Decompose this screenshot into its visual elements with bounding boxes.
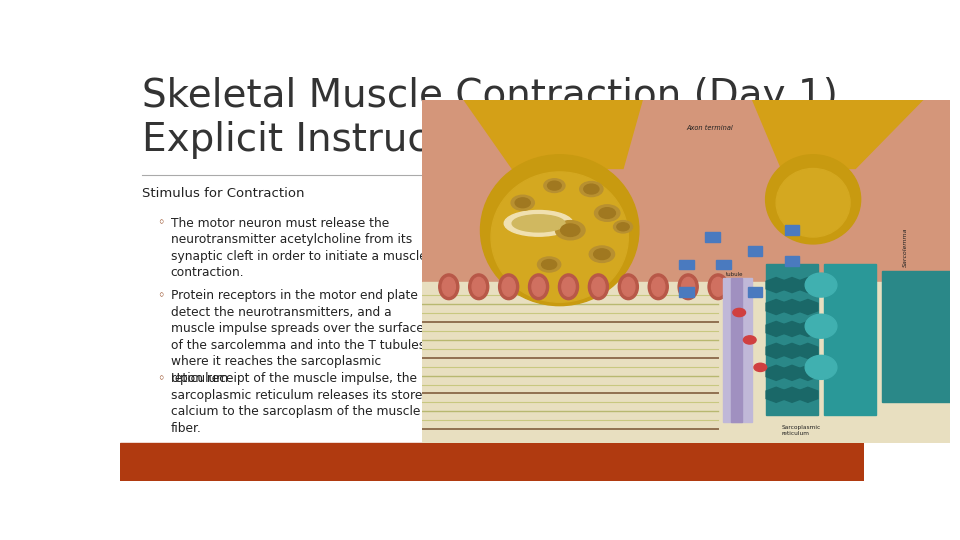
Bar <box>748 246 762 255</box>
Ellipse shape <box>652 278 665 296</box>
Circle shape <box>754 363 767 372</box>
Ellipse shape <box>805 273 837 297</box>
Circle shape <box>538 257 561 272</box>
Polygon shape <box>750 93 929 168</box>
Ellipse shape <box>443 278 455 296</box>
Text: Skeletal Muscle Contraction (Day 1)
Explicit Instruction: Skeletal Muscle Contraction (Day 1) Expl… <box>142 77 838 159</box>
Bar <box>716 260 731 269</box>
Bar <box>679 260 694 269</box>
Text: ◦: ◦ <box>157 373 164 386</box>
Ellipse shape <box>588 274 609 300</box>
Circle shape <box>599 208 615 218</box>
Circle shape <box>584 184 599 194</box>
Circle shape <box>594 205 620 221</box>
Ellipse shape <box>498 274 518 300</box>
Circle shape <box>743 336 756 344</box>
Ellipse shape <box>491 172 628 302</box>
Ellipse shape <box>591 278 605 296</box>
Ellipse shape <box>502 278 516 296</box>
Bar <box>120 443 864 481</box>
Ellipse shape <box>532 278 545 296</box>
Bar <box>422 282 950 443</box>
Bar <box>422 100 950 292</box>
Bar <box>784 256 800 266</box>
Bar <box>748 287 762 296</box>
Ellipse shape <box>622 278 635 296</box>
Circle shape <box>547 181 562 190</box>
Text: Sarcolemma: Sarcolemma <box>902 227 908 267</box>
Ellipse shape <box>648 274 668 300</box>
Circle shape <box>543 179 564 192</box>
Ellipse shape <box>776 168 851 237</box>
Circle shape <box>589 246 614 262</box>
Ellipse shape <box>708 274 728 300</box>
Circle shape <box>516 198 530 208</box>
Circle shape <box>556 221 585 240</box>
Bar <box>824 265 876 415</box>
Ellipse shape <box>559 274 579 300</box>
Ellipse shape <box>682 278 695 296</box>
Ellipse shape <box>529 274 548 300</box>
Ellipse shape <box>513 215 564 232</box>
Ellipse shape <box>711 278 725 296</box>
Bar <box>679 287 694 296</box>
Ellipse shape <box>439 274 459 300</box>
Bar <box>765 265 818 415</box>
Ellipse shape <box>805 314 837 338</box>
Circle shape <box>580 181 603 197</box>
Circle shape <box>541 260 557 269</box>
Text: ◦: ◦ <box>157 289 164 302</box>
Ellipse shape <box>472 278 486 296</box>
Ellipse shape <box>504 211 573 236</box>
Circle shape <box>511 195 535 210</box>
Text: ◦: ◦ <box>157 217 164 230</box>
Circle shape <box>593 249 611 260</box>
Text: The motor neuron must release the
neurotransmitter acetylcholine from its
synapt: The motor neuron must release the neurot… <box>171 217 426 279</box>
Bar <box>732 278 742 422</box>
Bar <box>881 271 950 402</box>
Text: Upon receipt of the muscle impulse, the
sarcoplasmic reticulum releases its stor: Upon receipt of the muscle impulse, the … <box>171 373 430 435</box>
Text: Stimulus for Contraction: Stimulus for Contraction <box>142 187 305 200</box>
Bar <box>784 225 800 235</box>
Ellipse shape <box>468 274 489 300</box>
Bar <box>706 232 720 242</box>
Ellipse shape <box>805 355 837 380</box>
Ellipse shape <box>480 155 639 306</box>
Text: Axon terminal: Axon terminal <box>686 125 733 131</box>
Ellipse shape <box>678 274 698 300</box>
Text: T
tubule: T tubule <box>726 266 743 276</box>
Text: Protein receptors in the motor end plate
detect the neurotransmitters, and a
mus: Protein receptors in the motor end plate… <box>171 289 429 385</box>
Ellipse shape <box>618 274 638 300</box>
Circle shape <box>732 308 746 316</box>
Ellipse shape <box>562 278 575 296</box>
Bar <box>723 278 753 422</box>
Ellipse shape <box>765 155 860 244</box>
Circle shape <box>617 223 629 231</box>
Text: Sarcoplasmic
reticulum: Sarcoplasmic reticulum <box>781 425 821 436</box>
Circle shape <box>561 224 580 237</box>
Circle shape <box>613 221 633 233</box>
Polygon shape <box>459 93 644 168</box>
